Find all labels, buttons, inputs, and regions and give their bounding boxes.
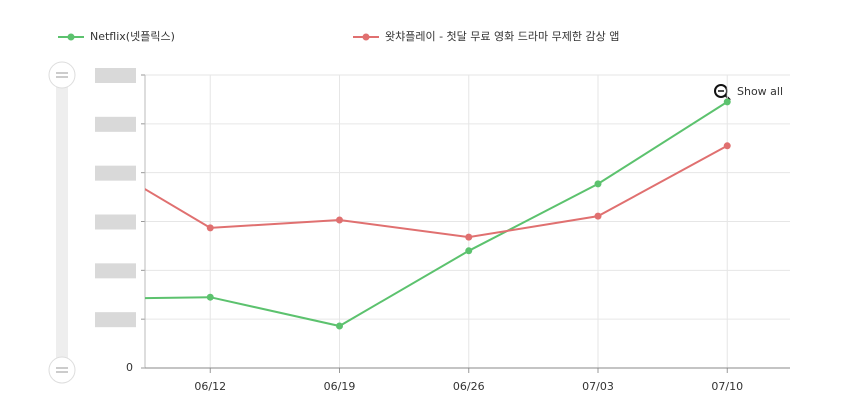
x-tick-label: 06/12	[194, 380, 226, 393]
series-line	[145, 144, 728, 239]
y-tick-label: 0	[126, 361, 133, 374]
data-point	[336, 322, 343, 330]
reset-zoom[interactable]: Show all	[714, 84, 783, 101]
series	[145, 142, 731, 241]
y-tick-label-redacted	[95, 312, 136, 328]
reset-label[interactable]: Show all	[737, 85, 783, 98]
y-tick-label-redacted	[95, 116, 136, 132]
legend-label[interactable]: 왓챠플레이 - 첫달 무료 영화 드라마 무제한 감상 앱	[385, 30, 619, 43]
legend-label[interactable]: Netflix(넷플릭스)	[90, 30, 175, 43]
y-tick-label-redacted	[95, 68, 136, 83]
slider-handle-bottom[interactable]	[48, 356, 76, 384]
y-tick-label-redacted	[95, 214, 136, 230]
data-point	[465, 247, 473, 255]
data-point	[206, 293, 214, 301]
data-point	[465, 233, 473, 241]
data-point	[594, 212, 602, 220]
x-tick-label: 07/10	[711, 380, 743, 393]
x-tick-label: 07/03	[582, 380, 614, 393]
legend-marker	[67, 33, 75, 41]
data-point	[723, 98, 731, 106]
data-point	[336, 216, 343, 224]
x-tick-label: 06/19	[324, 380, 356, 393]
slider-handle-top[interactable]	[48, 61, 76, 89]
data-point	[206, 224, 214, 232]
data-point	[723, 142, 731, 150]
y-tick-label-redacted	[95, 165, 136, 181]
legend-marker	[362, 33, 370, 41]
range-slider-track[interactable]	[56, 75, 68, 370]
data-point	[594, 180, 602, 188]
series	[145, 98, 731, 330]
x-tick-label: 06/26	[453, 380, 485, 393]
y-tick-label-redacted	[95, 263, 136, 279]
series-line	[145, 101, 728, 328]
